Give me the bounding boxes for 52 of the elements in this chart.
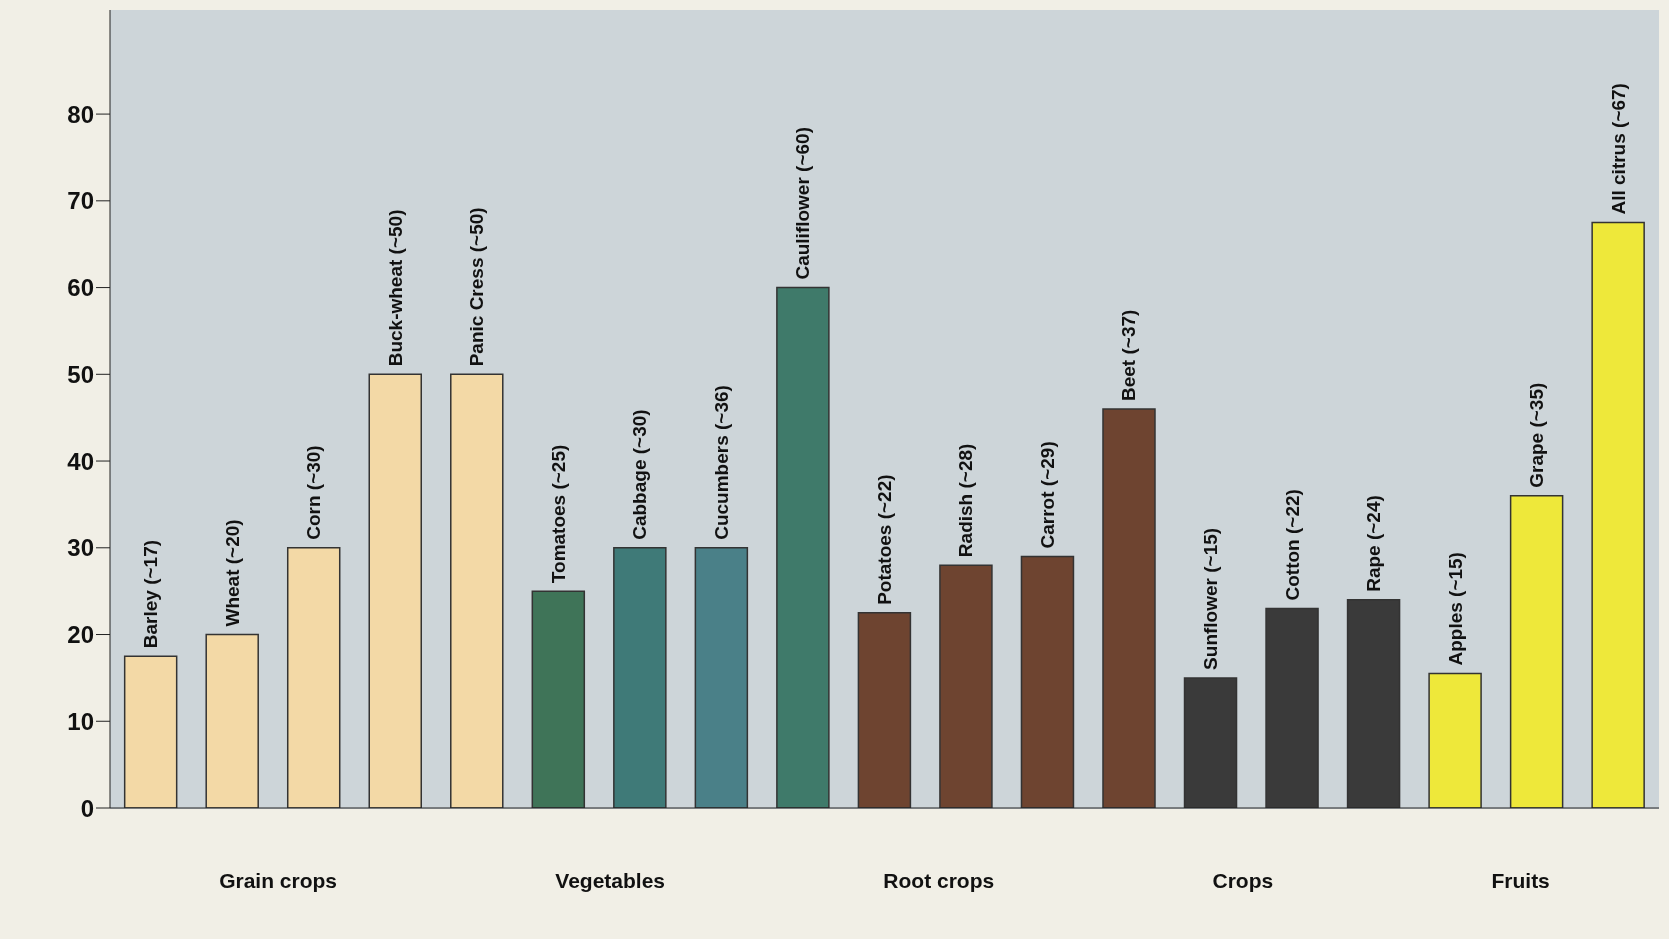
y-tick-label: 40 [67,447,94,475]
bar [857,612,912,808]
bar [1183,677,1238,808]
x-tick-label: Apples (~15) [1444,552,1466,666]
bar [368,373,422,808]
bar [1346,599,1401,808]
bar [1509,494,1564,808]
y-tick-label: 20 [67,621,94,649]
bar [123,655,178,808]
bar [939,564,993,808]
bar [1265,607,1319,808]
y-tick-label: 60 [67,274,94,302]
bar [205,633,259,808]
text: Grain crops [219,869,338,893]
x-tick-label: Cauliflower (~60) [792,126,814,280]
x-tick-label: Cabbage (~30) [629,409,651,540]
y-tick-label: 50 [67,360,94,388]
x-tick-label: All citrus (~67) [1607,83,1629,215]
y-tick-label: 0 [80,794,94,822]
y-tick-label: 30 [67,534,94,562]
x-tick-label: Corn (~30) [303,445,325,540]
x-tick-label: Beet (~37) [1118,309,1140,401]
x-tick-label: Cotton (~22) [1281,489,1303,601]
bar [286,547,341,808]
y-tick-label: 70 [67,187,94,215]
x-tick-label: Radish (~28) [955,443,977,558]
y-tick-label: 80 [67,100,94,128]
bar [1428,672,1482,808]
bar [450,373,504,808]
x-tick-label: Rape (~24) [1363,495,1385,592]
y-tick-label: 10 [67,707,94,735]
bar [1591,221,1645,808]
bar [531,590,586,808]
bar [1020,555,1075,808]
x-tick-label: Panic Cress (~50) [466,207,488,367]
text: Crops [1212,869,1274,893]
text: Fruits [1491,869,1550,893]
bar [1102,408,1156,808]
x-tick-label: Wheat (~20) [221,519,243,627]
x-tick-label: Grape (~35) [1526,382,1548,488]
x-tick-label: Cucumbers (~36) [710,385,732,540]
bar [613,547,667,808]
bar [776,286,830,808]
text: Root crops [883,869,995,893]
x-tick-label: Tomatoes (~25) [547,444,569,584]
bar [694,547,749,808]
x-tick-label: Buck-wheat (~50) [384,209,406,367]
x-tick-label: Barley (~17) [140,539,162,649]
x-tick-label: Carrot (~29) [1036,441,1058,549]
x-tick-label: Potatoes (~22) [873,474,895,605]
text: Vegetables [555,869,666,893]
x-tick-label: Sunflower (~15) [1200,527,1222,670]
